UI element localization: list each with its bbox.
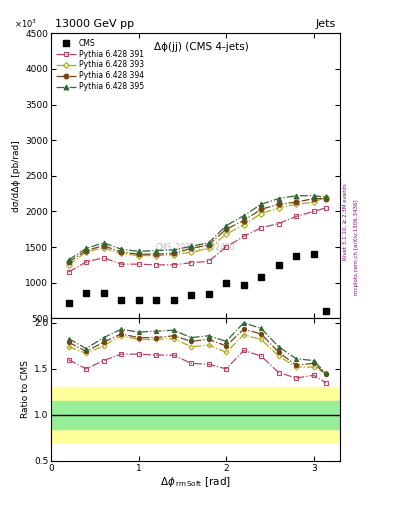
Pythia 6.428 394 bbox=[294, 199, 299, 205]
Pythia 6.428 391 bbox=[294, 214, 299, 220]
Pythia 6.428 394 bbox=[206, 242, 211, 248]
Pythia 6.428 395 bbox=[171, 247, 176, 253]
Pythia 6.428 394 bbox=[66, 259, 71, 265]
Pythia 6.428 393 bbox=[259, 210, 264, 217]
Pythia 6.428 393 bbox=[294, 201, 299, 207]
Pythia 6.428 395 bbox=[311, 193, 316, 199]
Line: Pythia 6.428 395: Pythia 6.428 395 bbox=[66, 194, 329, 262]
Pythia 6.428 394 bbox=[241, 218, 246, 224]
CMS bbox=[154, 296, 158, 303]
Pythia 6.428 391 bbox=[84, 259, 88, 265]
Y-axis label: Ratio to CMS: Ratio to CMS bbox=[21, 360, 30, 418]
Pythia 6.428 395 bbox=[224, 223, 228, 229]
Pythia 6.428 394 bbox=[119, 249, 123, 255]
Pythia 6.428 395 bbox=[154, 247, 158, 253]
Pythia 6.428 393 bbox=[276, 205, 281, 211]
Text: Rivet 3.1.10, ≥ 2.3M events: Rivet 3.1.10, ≥ 2.3M events bbox=[343, 183, 348, 260]
Pythia 6.428 391 bbox=[66, 269, 71, 275]
Text: CMS_2021_I1932460: CMS_2021_I1932460 bbox=[156, 243, 235, 251]
Pythia 6.428 393 bbox=[311, 199, 316, 205]
Pythia 6.428 394 bbox=[323, 196, 328, 202]
CMS bbox=[276, 262, 281, 268]
Pythia 6.428 395 bbox=[241, 212, 246, 219]
Pythia 6.428 393 bbox=[323, 194, 328, 200]
Pythia 6.428 391 bbox=[206, 258, 211, 264]
CMS bbox=[101, 290, 106, 296]
Pythia 6.428 393 bbox=[66, 262, 71, 268]
CMS bbox=[224, 280, 228, 286]
CMS bbox=[119, 296, 123, 303]
Y-axis label: dσ/dΔϕ [pb/rad]: dσ/dΔϕ [pb/rad] bbox=[12, 140, 21, 211]
CMS bbox=[259, 274, 264, 280]
Legend: CMS, Pythia 6.428 391, Pythia 6.428 393, Pythia 6.428 394, Pythia 6.428 395: CMS, Pythia 6.428 391, Pythia 6.428 393,… bbox=[55, 37, 145, 93]
CMS bbox=[171, 296, 176, 303]
Pythia 6.428 394 bbox=[224, 226, 228, 232]
CMS bbox=[294, 252, 299, 259]
Pythia 6.428 391 bbox=[119, 261, 123, 267]
Pythia 6.428 395 bbox=[206, 240, 211, 246]
Pythia 6.428 394 bbox=[84, 247, 88, 253]
CMS bbox=[189, 292, 193, 298]
Pythia 6.428 391 bbox=[241, 233, 246, 240]
Text: Δϕ(jj) (CMS 4-jets): Δϕ(jj) (CMS 4-jets) bbox=[154, 42, 249, 52]
Pythia 6.428 395 bbox=[294, 193, 299, 199]
Line: Pythia 6.428 391: Pythia 6.428 391 bbox=[66, 205, 329, 274]
Pythia 6.428 394 bbox=[171, 250, 176, 257]
Pythia 6.428 391 bbox=[189, 260, 193, 266]
Text: $\times10^3$: $\times10^3$ bbox=[13, 18, 37, 30]
X-axis label: $\Delta\phi_{\,\mathrm{rm\,Soft}}$ [rad]: $\Delta\phi_{\,\mathrm{rm\,Soft}}$ [rad] bbox=[160, 475, 231, 489]
Pythia 6.428 394 bbox=[189, 245, 193, 251]
Pythia 6.428 394 bbox=[101, 243, 106, 249]
Pythia 6.428 393 bbox=[189, 249, 193, 255]
Pythia 6.428 395 bbox=[323, 194, 328, 200]
Pythia 6.428 391 bbox=[154, 262, 158, 268]
Text: mcplots.cern.ch [arXiv:1306.3436]: mcplots.cern.ch [arXiv:1306.3436] bbox=[354, 199, 359, 295]
Pythia 6.428 391 bbox=[136, 261, 141, 267]
Pythia 6.428 393 bbox=[136, 252, 141, 259]
CMS bbox=[136, 296, 141, 303]
Pythia 6.428 395 bbox=[101, 240, 106, 246]
Pythia 6.428 391 bbox=[171, 262, 176, 268]
Pythia 6.428 394 bbox=[259, 206, 264, 212]
Text: 13000 GeV pp: 13000 GeV pp bbox=[55, 19, 134, 29]
Line: CMS: CMS bbox=[66, 251, 329, 314]
CMS bbox=[311, 251, 316, 257]
Pythia 6.428 393 bbox=[154, 252, 158, 259]
Pythia 6.428 391 bbox=[323, 205, 328, 211]
Pythia 6.428 395 bbox=[276, 196, 281, 202]
CMS bbox=[323, 308, 328, 314]
Pythia 6.428 395 bbox=[66, 257, 71, 263]
CMS bbox=[241, 282, 246, 288]
Text: Jets: Jets bbox=[316, 19, 336, 29]
CMS bbox=[84, 290, 88, 296]
Pythia 6.428 395 bbox=[259, 201, 264, 207]
Pythia 6.428 394 bbox=[136, 251, 141, 257]
Pythia 6.428 393 bbox=[119, 250, 123, 257]
Pythia 6.428 391 bbox=[224, 244, 228, 250]
Pythia 6.428 393 bbox=[84, 249, 88, 255]
Pythia 6.428 394 bbox=[311, 196, 316, 202]
Pythia 6.428 395 bbox=[84, 245, 88, 251]
Pythia 6.428 395 bbox=[119, 246, 123, 252]
CMS bbox=[66, 300, 71, 306]
Pythia 6.428 393 bbox=[101, 245, 106, 251]
Pythia 6.428 395 bbox=[189, 243, 193, 249]
Pythia 6.428 391 bbox=[101, 254, 106, 261]
Pythia 6.428 391 bbox=[259, 225, 264, 231]
Pythia 6.428 393 bbox=[241, 222, 246, 228]
Pythia 6.428 393 bbox=[171, 252, 176, 258]
Pythia 6.428 395 bbox=[136, 248, 141, 254]
Pythia 6.428 394 bbox=[154, 251, 158, 257]
Line: Pythia 6.428 393: Pythia 6.428 393 bbox=[66, 195, 328, 267]
Pythia 6.428 393 bbox=[224, 231, 228, 237]
Pythia 6.428 391 bbox=[276, 221, 281, 227]
CMS bbox=[206, 291, 211, 297]
Pythia 6.428 391 bbox=[311, 208, 316, 215]
Pythia 6.428 394 bbox=[276, 201, 281, 207]
Pythia 6.428 393 bbox=[206, 245, 211, 251]
Line: Pythia 6.428 394: Pythia 6.428 394 bbox=[66, 196, 329, 264]
